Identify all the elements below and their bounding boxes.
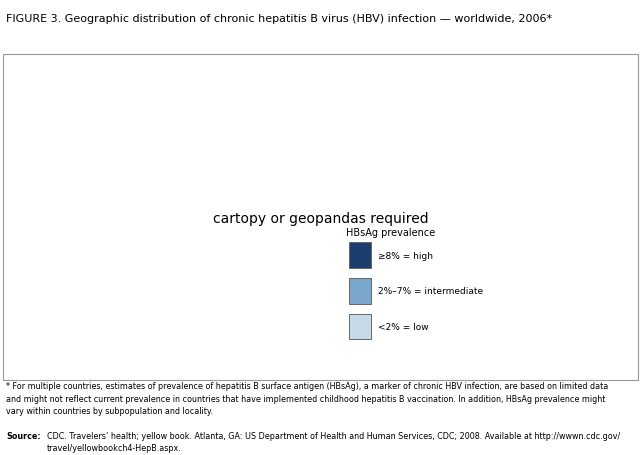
Text: <2% = low: <2% = low [378, 323, 428, 331]
Text: ≥8% = high: ≥8% = high [378, 251, 433, 260]
Bar [349, 278, 371, 304]
Text: 2%–7% = intermediate: 2%–7% = intermediate [378, 287, 483, 296]
Bar [349, 314, 371, 339]
Bar [349, 243, 371, 268]
Text: Source:: Source: [6, 431, 41, 440]
Text: CDC. Travelers’ health; yellow book. Atlanta, GA: US Department of Health and Hu: CDC. Travelers’ health; yellow book. Atl… [47, 431, 620, 452]
Text: * For multiple countries, estimates of prevalence of hepatitis B surface antigen: * For multiple countries, estimates of p… [6, 381, 609, 415]
Text: FIGURE 3. Geographic distribution of chronic hepatitis B virus (HBV) infection —: FIGURE 3. Geographic distribution of chr… [6, 14, 553, 24]
Text: HBsAg prevalence: HBsAg prevalence [346, 228, 435, 238]
Text: cartopy or geopandas required: cartopy or geopandas required [213, 212, 428, 225]
